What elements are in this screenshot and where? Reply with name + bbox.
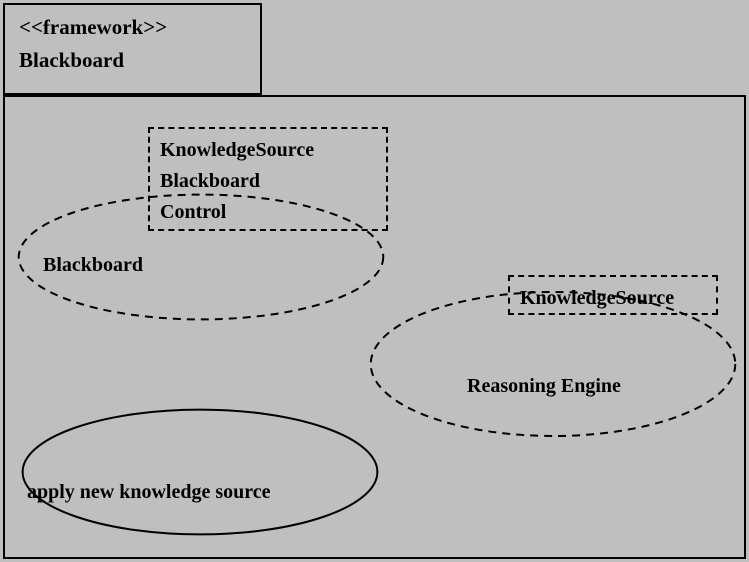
framework-tab: <<framework>> Blackboard — [3, 3, 262, 95]
blackboard-label: Blackboard — [43, 254, 143, 277]
main-container: KnowledgeSource Blackboard Control Knowl… — [3, 95, 746, 559]
blackboard-ellipse: Blackboard — [15, 192, 387, 322]
reasoning-label: Reasoning Engine — [467, 375, 621, 398]
box1-line1: KnowledgeSource — [160, 135, 376, 166]
tab-name: Blackboard — [19, 48, 246, 73]
reasoning-ellipse: Reasoning Engine — [367, 289, 739, 439]
apply-label: apply new knowledge source — [27, 481, 271, 504]
ellipse-shape — [367, 289, 739, 439]
ellipse-shape — [19, 407, 381, 537]
apply-ellipse: apply new knowledge source — [19, 407, 381, 537]
tab-stereotype: <<framework>> — [19, 15, 246, 40]
